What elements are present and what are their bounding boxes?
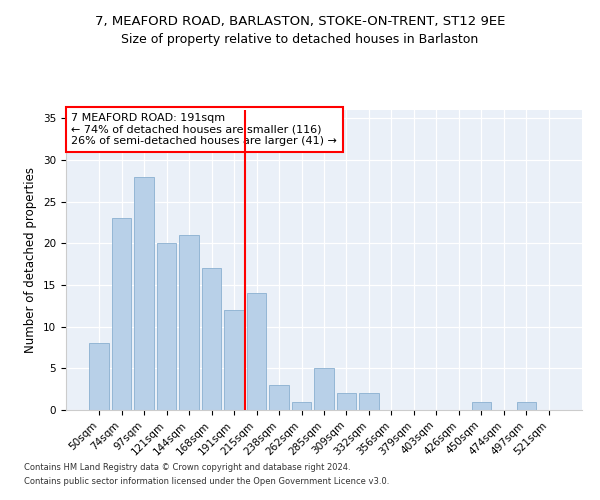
Bar (314, 368, 334, 410)
Bar (269, 385, 289, 410)
Bar (157, 244, 176, 410)
Bar (359, 394, 379, 410)
Text: 7 MEAFORD ROAD: 191sqm
← 74% of detached houses are smaller (116)
26% of semi-de: 7 MEAFORD ROAD: 191sqm ← 74% of detached… (71, 113, 337, 146)
Y-axis label: Number of detached properties: Number of detached properties (25, 167, 37, 353)
Bar (112, 218, 131, 410)
Text: Contains HM Land Registry data © Crown copyright and database right 2024.: Contains HM Land Registry data © Crown c… (24, 464, 350, 472)
Bar (179, 235, 199, 410)
Bar (89, 344, 109, 410)
Text: 7, MEAFORD ROAD, BARLASTON, STOKE-ON-TRENT, ST12 9EE: 7, MEAFORD ROAD, BARLASTON, STOKE-ON-TRE… (95, 15, 505, 28)
Bar (202, 268, 221, 410)
Bar (292, 402, 311, 410)
Bar (224, 310, 244, 410)
Bar (134, 176, 154, 410)
Text: Size of property relative to detached houses in Barlaston: Size of property relative to detached ho… (121, 32, 479, 46)
Bar (247, 294, 266, 410)
Bar (517, 402, 536, 410)
Bar (472, 402, 491, 410)
Bar (337, 394, 356, 410)
Text: Contains public sector information licensed under the Open Government Licence v3: Contains public sector information licen… (24, 477, 389, 486)
